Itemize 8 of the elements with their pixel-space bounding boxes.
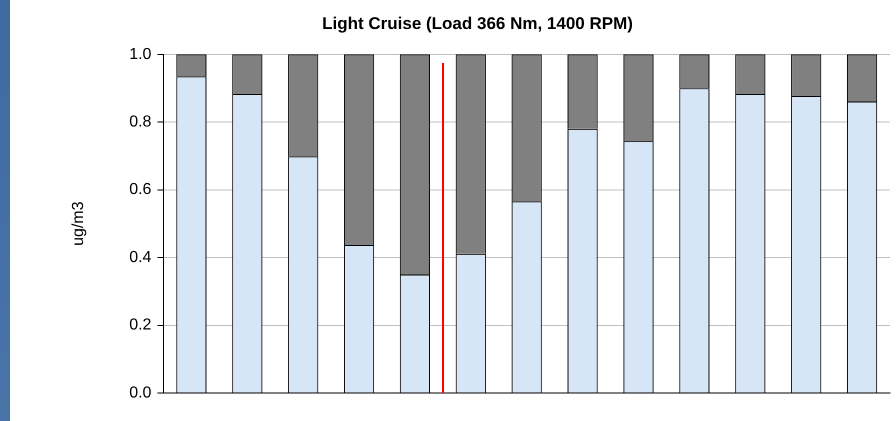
y-tick-label: 0.2 xyxy=(129,316,152,334)
y-tick-label: 0.0 xyxy=(129,384,152,402)
y-axis-title: ug/m3 xyxy=(70,201,88,246)
y-tick-label: 0.8 xyxy=(129,114,152,131)
y-tick-label: 0.6 xyxy=(129,181,152,198)
y-tick-label: 0.4 xyxy=(129,248,152,266)
y-tick-label: 1.0 xyxy=(129,46,152,63)
chart-title: Light Cruise (Load 366 Nm, 1400 RPM) xyxy=(322,14,633,33)
